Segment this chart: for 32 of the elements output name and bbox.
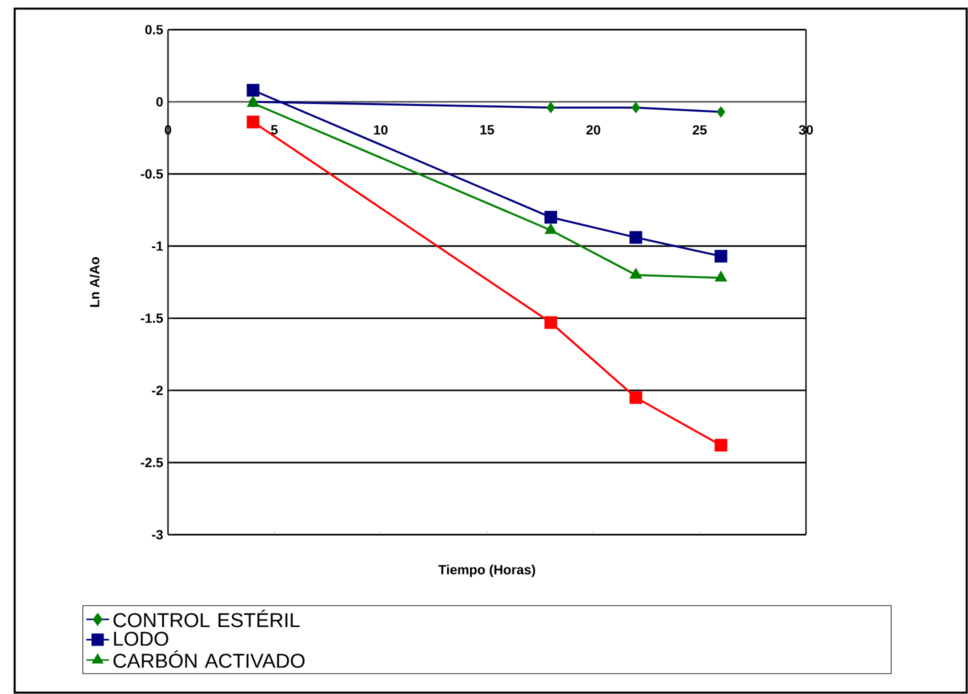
x-axis-title: Tiempo (Horas) [438,564,536,578]
point [246,84,260,97]
y-tick-label: -0.5 [140,169,163,179]
legend-label: LODO [114,632,168,646]
point [630,391,642,404]
legend-label: CARBÓN ACTIVADO [114,650,305,668]
point [630,231,642,244]
point [715,272,727,282]
point [544,210,558,224]
y-tick-label: 0 [156,97,163,107]
y-tick-label: -1.5 [140,314,163,323]
point [544,316,558,329]
y-tick-label: 0.5 [145,24,163,34]
point [246,116,260,128]
y-tick-label: -1 [152,242,163,251]
y-tick-label: -3 [152,530,163,540]
y-axis-title: Ln A/Ao [90,257,100,307]
x-tick-label: 20 [586,125,600,135]
x-tick-label: 5 [271,125,278,134]
y-tick-label: -2 [152,386,163,396]
point [545,224,556,234]
point [630,268,642,279]
x-tick-label: 15 [480,125,494,134]
point [546,102,556,114]
point [716,106,726,118]
x-tick-label: 10 [374,125,388,135]
legend-label: CONTROL ESTÉRIL [114,610,300,628]
y-tick-label: -2.5 [140,458,163,468]
point [714,250,728,263]
x-tick-label: 25 [692,125,707,135]
point [632,102,640,114]
point [714,438,728,452]
